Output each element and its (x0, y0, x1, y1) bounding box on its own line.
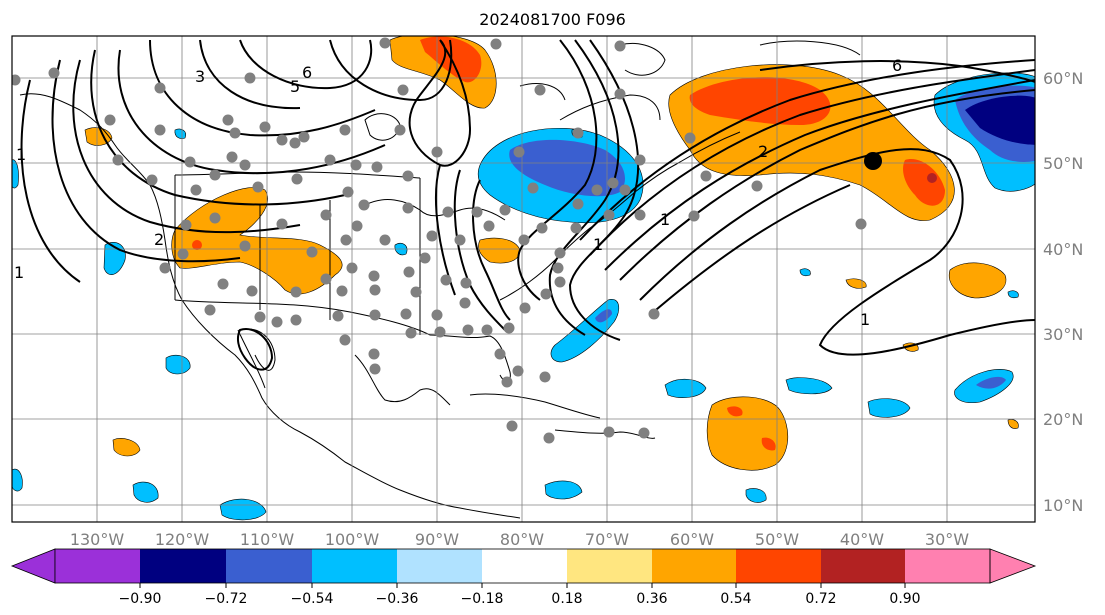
colorbar-bin (736, 549, 821, 583)
lon-label: 60°W (670, 530, 714, 549)
lon-label: 80°W (500, 530, 544, 549)
contour-label: 1 (14, 263, 24, 282)
colorbar-bin (226, 549, 312, 583)
contour-label: 1 (660, 210, 670, 229)
colorbar-bin (482, 549, 567, 583)
colorbar-tick-label: −0.36 (376, 591, 419, 607)
lon-label: 50°W (755, 530, 799, 549)
lat-label: 30°N (1043, 325, 1083, 344)
map-title: 2024081700 F096 (479, 10, 626, 29)
colorbar-tick-label: 0.72 (805, 591, 836, 607)
lon-label: 40°W (840, 530, 884, 549)
colorbar-bin (140, 549, 226, 583)
lat-label: 40°N (1043, 240, 1083, 259)
colorbar-tick-label: 0.54 (720, 591, 751, 607)
colorbar-tick-label: −0.18 (461, 591, 504, 607)
colorbar-tick-label: 0.36 (636, 591, 667, 607)
colorbar-tick-label: −0.72 (205, 591, 248, 607)
colorbar-bin (652, 549, 736, 583)
lon-label: 130°W (70, 530, 125, 549)
contour-label: 6 (302, 63, 312, 82)
contour-label: 3 (195, 67, 205, 86)
contour-label: 2 (758, 142, 768, 161)
lon-label: 70°W (585, 530, 629, 549)
contour-label: 1 (16, 145, 26, 164)
colorbar-bin (55, 549, 140, 583)
colorbar-tick-label: 0.18 (551, 591, 582, 607)
lon-label: 30°W (925, 530, 969, 549)
marker-point (864, 152, 882, 170)
lat-label: 50°N (1043, 154, 1083, 173)
colorbar-bin (312, 549, 397, 583)
colorbar-tick-label: −0.54 (291, 591, 334, 607)
colorbar: −0.90 −0.72 −0.54 −0.36 −0.18 0.18 0.36 … (10, 548, 1037, 607)
colorbar-bin (397, 549, 482, 583)
contour-label: 1 (593, 235, 603, 254)
colorbar-tick-label: −0.90 (119, 591, 162, 607)
colorbar-bin (821, 549, 905, 583)
contour-label: 2 (154, 230, 164, 249)
contour-label: 6 (892, 56, 902, 75)
colorbar-extend-min (10, 548, 56, 584)
colorbar-bin (567, 549, 652, 583)
lat-label: 20°N (1043, 410, 1083, 429)
lon-label: 90°W (415, 530, 459, 549)
station-dots (12, 37, 867, 444)
contour-label: 5 (290, 77, 300, 96)
coastlines (19, 40, 861, 519)
anomaly-shading (12, 36, 1035, 521)
colorbar-bin (905, 549, 990, 583)
contour-labels: 6 2 1 1 3 5 6 2 1 1 1 (14, 56, 902, 329)
contour-label: 1 (860, 310, 870, 329)
longitude-labels: 130°W 120°W 110°W 100°W 90°W 80°W 70°W 6… (70, 530, 969, 549)
lon-label: 110°W (240, 530, 295, 549)
lon-label: 100°W (325, 530, 380, 549)
map-border (11, 35, 1036, 523)
lon-label: 120°W (155, 530, 210, 549)
lat-label: 10°N (1043, 496, 1083, 515)
colorbar-tick-label: 0.90 (889, 591, 920, 607)
colorbar-extend-max (989, 548, 1037, 584)
lat-label: 60°N (1043, 69, 1083, 88)
latitude-labels: 60°N 50°N 40°N 30°N 20°N 10°N (1043, 69, 1083, 515)
